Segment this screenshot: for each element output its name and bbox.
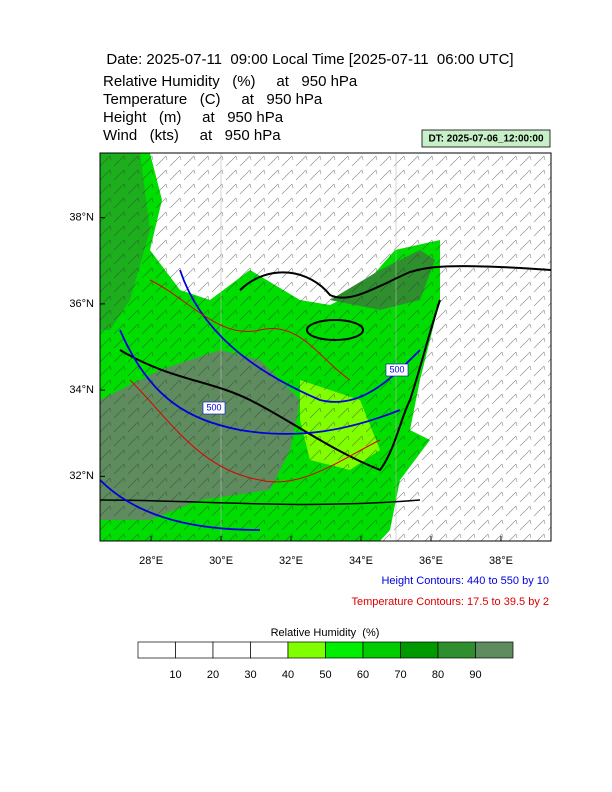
coastline [119,299,441,472]
colorbar-box [175,641,214,659]
wind-barbs [100,153,551,541]
variable-line: Temperature (C) at 950 hPa [103,91,323,108]
lat-tick-label: 38°N [69,212,94,224]
variable-line: Relative Humidity (%) at 950 hPa [103,73,358,90]
colorbar-box [437,641,476,659]
dt-box [421,129,551,148]
colorbar-label: 40 [282,669,294,681]
colorbar-label: 90 [469,669,481,681]
lon-tick-label: 32°E [279,555,303,567]
dt-label: DT: 2025-07-06_12:00:00 [428,134,544,145]
temperature-contour [149,279,351,381]
contour-label-box [202,401,226,415]
map-area [100,153,551,541]
variable-line: Height (m) at 950 hPa [103,109,284,126]
lon-tick-label: 28°E [139,555,163,567]
temperature-contour [129,379,381,483]
colorbar-label: 70 [394,669,406,681]
contour-label: 500 [206,402,221,412]
lon-tick-label: 36°E [419,555,443,567]
contour-label: 500 [389,364,404,374]
lon-tick-label: 30°E [209,555,233,567]
colorbar-label: 10 [169,669,181,681]
colorbar-label: 80 [432,669,444,681]
colorbar-box [250,641,289,659]
colorbar-label: 20 [207,669,219,681]
colorbar-label: 30 [244,669,256,681]
variable-line: Wind (kts) at 950 hPa [103,127,281,144]
contour-label-box [385,363,409,377]
colorbar-box [212,641,251,659]
lon-tick-label: 34°E [349,555,373,567]
colorbar-label: 60 [357,669,369,681]
colorbar-label: 50 [319,669,331,681]
coastline [239,265,551,299]
map-frame [99,152,552,542]
title: Date: 2025-07-11 09:00 Local Time [2025-… [106,51,513,68]
colorbar-box [362,641,401,659]
height-note: Height Contours: 440 to 550 by 10 [381,575,549,587]
colorbar-box [325,641,364,659]
dynamic: 28°E 30°E 32°E 34°E 36°E 38°E 32°N 34°N 36°N 38°N… [69,212,514,681]
lat-tick-label: 34°N [69,384,94,396]
colorbar-box [400,641,439,659]
island [306,319,364,341]
height-contour [119,329,401,435]
temperature-note: Temperature Contours: 17.5 to 39.5 by 2 [351,596,549,608]
colorbar-box [475,641,514,659]
border [100,499,421,506]
lon-tick-label: 38°E [489,555,513,567]
lat-tick-label: 32°N [69,470,94,482]
colorbar-box [287,641,326,659]
colorbar-title: Relative Humidity (%) [271,627,380,639]
height-contour [100,479,261,531]
lat-tick-label: 36°N [69,298,94,310]
colorbar-box [137,641,176,659]
